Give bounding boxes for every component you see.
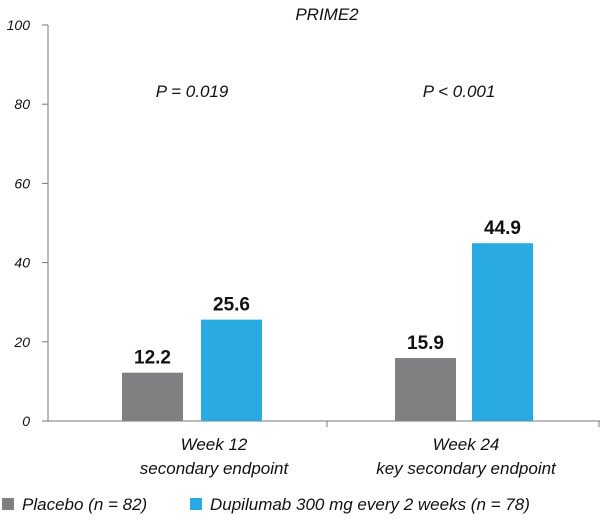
data-label: 25.6 bbox=[213, 295, 250, 316]
p-value-annotation: P = 0.019 bbox=[156, 82, 229, 101]
data-label: 15.9 bbox=[407, 333, 444, 354]
x-category-label: Week 24 bbox=[433, 435, 500, 454]
bar bbox=[201, 319, 262, 421]
y-tick-label: 0 bbox=[22, 413, 30, 429]
legend-label: Dupilumab 300 mg every 2 weeks (n = 78) bbox=[210, 495, 530, 514]
x-category-label: key secondary endpoint bbox=[376, 459, 557, 478]
p-value-annotation: P < 0.001 bbox=[423, 82, 496, 101]
y-tick-label: 60 bbox=[14, 175, 30, 191]
bar bbox=[472, 243, 533, 421]
x-category-label: secondary endpoint bbox=[140, 459, 290, 478]
legend-swatch bbox=[190, 498, 202, 510]
x-category-label: Week 12 bbox=[181, 435, 248, 454]
legend-label: Placebo (n = 82) bbox=[22, 495, 147, 514]
data-label: 44.9 bbox=[484, 218, 521, 239]
chart-title: PRIME2 bbox=[295, 5, 359, 24]
y-tick-label: 80 bbox=[14, 96, 30, 112]
bar bbox=[122, 372, 183, 421]
data-label: 12.2 bbox=[134, 348, 171, 369]
y-tick-label: 40 bbox=[14, 255, 30, 271]
bar bbox=[395, 358, 456, 421]
y-tick-label: 20 bbox=[13, 334, 30, 350]
y-tick-label: 100 bbox=[7, 17, 31, 33]
legend-swatch bbox=[2, 498, 14, 510]
